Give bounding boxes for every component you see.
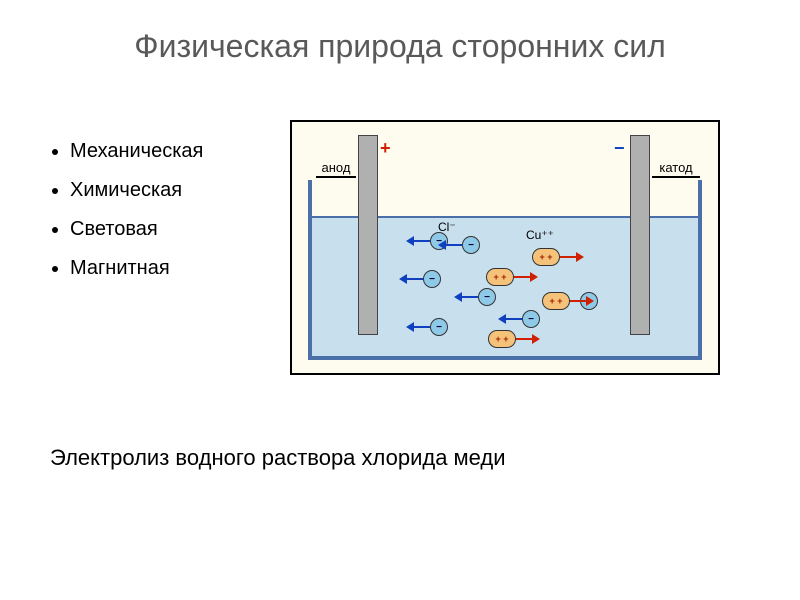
neg-arrow [456,296,478,298]
pos-arrow [560,256,582,258]
chloride-ion: − [462,236,480,254]
copper-ion: + + [542,292,570,310]
electrolysis-diagram: + − анод катод Cl⁻ Cu⁺⁺ −−−−−−−+ ++ ++ +… [290,120,720,375]
anode-electrode [358,135,378,335]
chloride-ion: − [423,270,441,288]
chloride-ion: − [430,318,448,336]
neg-arrow [401,278,423,280]
chloride-ion: − [478,288,496,306]
pos-arrow [570,300,592,302]
copper-ion: + + [532,248,560,266]
list-item: Магнитная [70,257,203,280]
neg-arrow [440,244,462,246]
cathode-label: катод [654,160,698,175]
cathode-underline [652,176,700,178]
anode-label: анод [316,160,356,175]
page-title: Физическая природа сторонних сил [0,0,800,65]
list-item: Механическая [70,140,203,163]
copper-label: Cu⁺⁺ [526,228,554,242]
pos-arrow [514,276,536,278]
copper-ion: + + [486,268,514,286]
cathode-sign: − [614,138,625,159]
cathode-electrode [630,135,650,335]
list-item: Световая [70,218,203,241]
neg-arrow [500,318,522,320]
diagram-caption: Электролиз водного раствора хлорида меди [50,445,506,471]
anode-underline [316,176,356,178]
neg-arrow [408,326,430,328]
pos-arrow [516,338,538,340]
copper-ion: + + [488,330,516,348]
list-item: Химическая [70,179,203,202]
anode-sign: + [380,138,391,159]
bullet-list: Механическая Химическая Световая Магнитн… [50,140,203,296]
chloride-ion: − [522,310,540,328]
neg-arrow [408,240,430,242]
